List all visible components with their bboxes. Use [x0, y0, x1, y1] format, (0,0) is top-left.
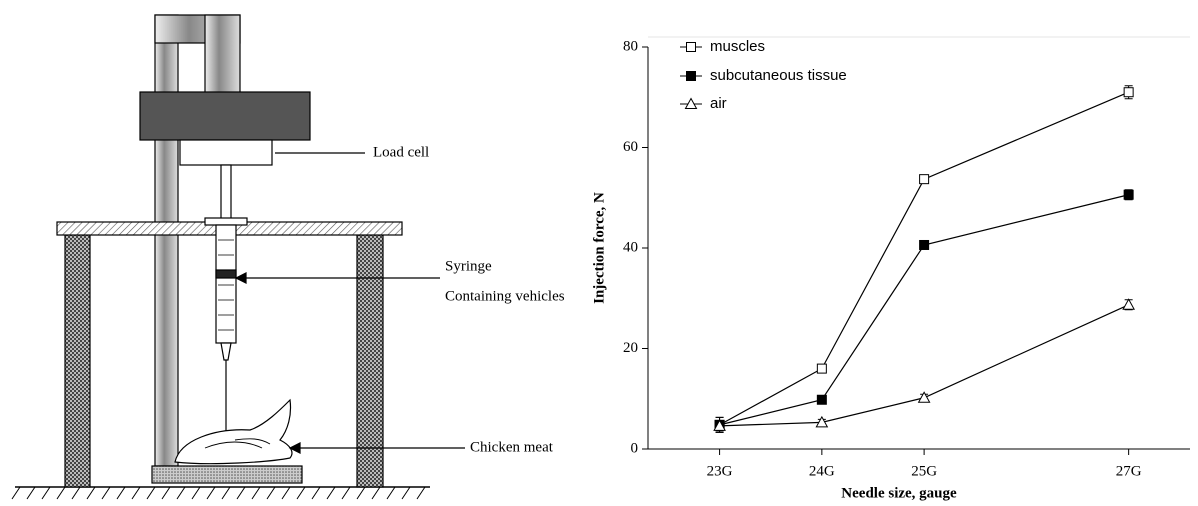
x-axis-label: Needle size, gauge [841, 485, 957, 501]
y-tick-label: 80 [623, 38, 638, 54]
x-tick-label: 27G [1116, 463, 1142, 479]
data-point [816, 363, 827, 374]
y-tick-label: 40 [623, 239, 638, 255]
x-tick-label: 24G [809, 463, 835, 479]
series-line [719, 194, 1129, 426]
y-tick-label: 60 [623, 139, 638, 155]
data-point [919, 239, 930, 250]
series-line [719, 91, 1129, 426]
data-point [1123, 189, 1134, 200]
series-line [719, 304, 1129, 427]
y-tick-label: 0 [631, 440, 639, 456]
y-tick-label: 20 [623, 340, 638, 356]
data-point [1122, 298, 1135, 310]
legend-label: subcutaneous tissue [710, 67, 847, 84]
chart: 0 20 40 60 80 23G 24G 25G 27G Needle size, gauge I… [591, 36, 1190, 501]
diagram-label: Chicken meat [470, 439, 554, 455]
diagram-label: Containing vehicles [445, 288, 565, 304]
data-point [1123, 87, 1134, 98]
legend-label: air [710, 95, 727, 112]
legend-marker [686, 71, 696, 81]
apparatus-diagram [11, 14, 465, 500]
data-point [919, 174, 930, 185]
diagram-label: Load cell [373, 144, 429, 160]
legend-marker [684, 97, 698, 109]
legend-marker [686, 42, 696, 52]
legend-label: muscles [710, 38, 765, 55]
x-tick-label: 25G [911, 463, 937, 479]
x-tick-label: 23G [707, 463, 733, 479]
y-axis-label: Injection force, N [591, 192, 607, 304]
data-point [917, 391, 931, 403]
data-point [816, 394, 827, 405]
data-point [713, 419, 726, 431]
data-point [815, 415, 829, 428]
diagram-label: Syringe [445, 258, 492, 274]
